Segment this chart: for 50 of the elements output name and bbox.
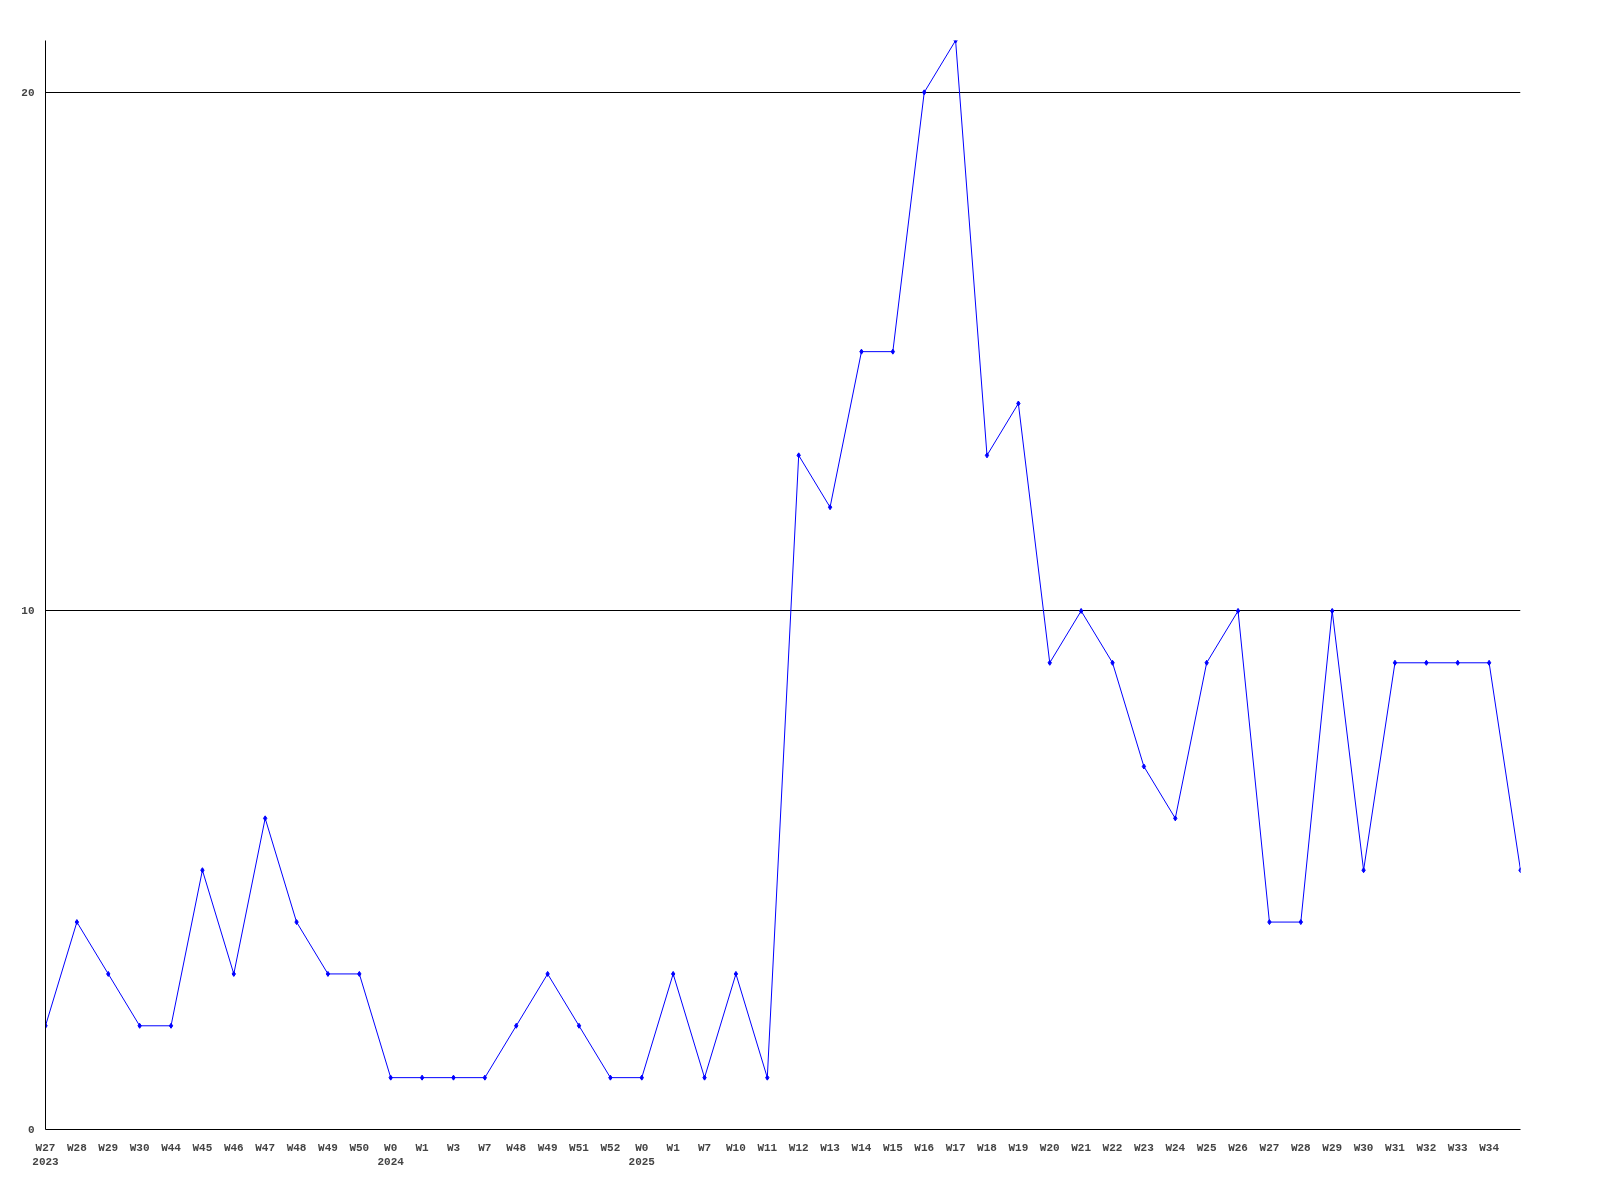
y-tick-label: 10: [21, 605, 35, 618]
x-tick-label: W27: [1259, 1141, 1280, 1154]
x-tick-label: W1: [666, 1141, 681, 1154]
x-tick-label: W21: [1071, 1141, 1092, 1154]
x-tick-label: W18: [977, 1141, 998, 1154]
x-tick-label: W31: [1385, 1141, 1406, 1154]
x-tick-label: W19: [1008, 1141, 1029, 1154]
x-tick-label: W49: [537, 1141, 558, 1154]
x-tick-label: W33: [1447, 1141, 1469, 1154]
x-tick-label: W12: [788, 1141, 809, 1154]
x-tick-label: W11: [757, 1141, 778, 1154]
x-tick-label: W52: [600, 1141, 621, 1154]
x-tick-label: W45: [192, 1141, 213, 1154]
x-tick-label: W32: [1416, 1141, 1437, 1154]
x-tick-label: W28: [66, 1141, 88, 1154]
x-tick-label: W34: [1479, 1141, 1500, 1154]
x-tick-label: W0 2024: [377, 1141, 405, 1168]
x-tick-label: W46: [223, 1141, 244, 1154]
x-tick-label: W29: [98, 1141, 119, 1154]
x-tick-label: W29: [1322, 1141, 1343, 1154]
x-tick-label: W48: [286, 1141, 307, 1154]
x-tick-label: W28: [1290, 1141, 1312, 1154]
x-tick-label: W14: [851, 1141, 872, 1154]
x-tick-label: W30: [129, 1141, 150, 1154]
x-tick-label: W22: [1102, 1141, 1123, 1154]
x-tick-label: W10: [726, 1141, 746, 1154]
x-tick-label: W16: [914, 1141, 935, 1154]
x-tick-label: W7: [478, 1141, 492, 1154]
x-tick-label: W48: [506, 1141, 527, 1154]
x-tick-label: W15: [882, 1141, 904, 1154]
y-tick-label: 0: [27, 1124, 35, 1136]
x-tick-label: W7: [697, 1141, 712, 1154]
y-tick-label: 20: [21, 86, 35, 99]
x-tick-label: W24: [1165, 1141, 1186, 1154]
x-tick-label: W23: [1134, 1141, 1155, 1154]
x-tick-label: W47: [255, 1141, 276, 1154]
x-tick-label: W27 2023: [32, 1141, 60, 1168]
x-tick-label: W49: [318, 1141, 338, 1154]
x-tick-label: W30: [1353, 1141, 1374, 1154]
x-tick-label: W20: [1039, 1141, 1060, 1154]
x-tick-label: W50: [349, 1141, 370, 1154]
x-tick-label: W13: [820, 1141, 841, 1154]
x-tick-label: W26: [1228, 1141, 1248, 1154]
x-tick-label: W17: [945, 1141, 966, 1154]
x-tick-label: W3: [446, 1141, 461, 1154]
x-tick-label: W44: [161, 1141, 182, 1154]
x-tick-label: W51: [569, 1141, 590, 1154]
x-tick-label: W1: [415, 1141, 430, 1154]
x-tick-label: W0 2025: [628, 1141, 656, 1168]
x-tick-label: W25: [1196, 1141, 1217, 1154]
